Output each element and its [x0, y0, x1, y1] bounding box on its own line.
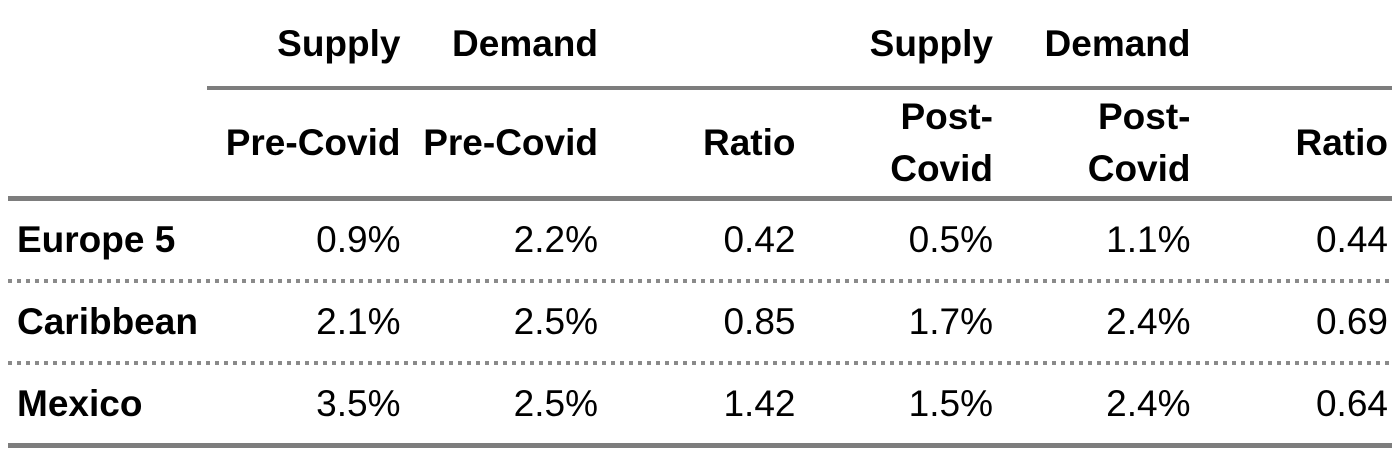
cell-ratio-post: 0.69 [1315, 301, 1388, 342]
table-row-europe-5: Europe 5 0.9% 2.2% 0.42 0.5% 1.1% 0.44 [8, 199, 1392, 280]
row-label-header-cell [8, 88, 207, 201]
column-header-row: Pre-Covid Pre-Covid Ratio Post- Covid Po… [8, 88, 1392, 201]
dotted-line [8, 279, 1392, 283]
cell-ratio-pre: 1.42 [602, 365, 800, 448]
cell-ratio-post: 0.44 [1315, 219, 1388, 260]
corner-spacer-cell [8, 2, 207, 88]
table-row-mexico: Mexico 3.5% 2.5% 1.42 1.5% 2.4% 0.64 [8, 365, 1392, 448]
cell-supply-precovid: 0.9% [316, 219, 401, 260]
cell-demand-postcovid: 2.4% [997, 365, 1195, 448]
cell-supply-postcovid: 1.5% [799, 365, 997, 448]
col-header-ratio-pre: Ratio [602, 88, 800, 201]
group-header-row: Supply Demand Supply Demand [8, 2, 1392, 90]
col-header-ratio-post: Ratio [1194, 88, 1392, 201]
table-row-caribbean: Caribbean 2.1% 2.5% 0.85 1.7% 2.4% 0.69 [8, 283, 1392, 361]
cell-supply-precovid: 2.1% [316, 301, 401, 342]
group-header-demand-post: Demand [997, 2, 1195, 90]
col-header-supply-precovid: Pre-Covid [207, 88, 405, 201]
row-label: Caribbean [17, 301, 198, 342]
cell-demand-postcovid: 2.4% [1106, 301, 1191, 342]
col-header-supply-postcovid: Post- Covid [799, 88, 997, 201]
cell-demand-precovid: 2.2% [513, 219, 598, 260]
col-header-demand-postcovid: Post- Covid [997, 88, 1195, 201]
cell-supply-postcovid: 1.7% [908, 301, 993, 342]
cell-demand-precovid: 2.5% [513, 301, 598, 342]
cell-ratio-pre: 0.42 [723, 219, 796, 260]
cell-ratio-post: 0.64 [1194, 365, 1392, 448]
dotted-line [8, 361, 1392, 365]
group-header-demand-pre: Demand [404, 2, 602, 90]
dotted-separator [8, 279, 1392, 283]
row-label: Europe 5 [17, 219, 176, 260]
cell-supply-postcovid: 0.5% [908, 219, 993, 260]
group-header-spacer-ratio-pre [602, 2, 800, 90]
cell-supply-precovid: 3.5% [207, 365, 405, 448]
dotted-separator [8, 361, 1392, 365]
cell-demand-postcovid: 1.1% [1106, 219, 1191, 260]
row-label: Mexico [8, 365, 207, 448]
col-header-demand-precovid: Pre-Covid [404, 88, 602, 201]
supply-demand-table: Supply Demand Supply Demand Pre-Covid Pr… [8, 2, 1392, 448]
cell-ratio-pre: 0.85 [723, 301, 796, 342]
group-header-supply-pre: Supply [207, 2, 405, 90]
group-header-supply-post: Supply [799, 2, 997, 90]
group-header-spacer-ratio-post [1194, 2, 1392, 90]
cell-demand-precovid: 2.5% [404, 365, 602, 448]
